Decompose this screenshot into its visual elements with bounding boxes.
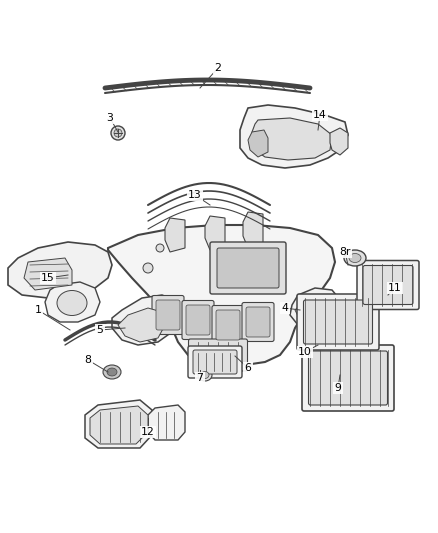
Text: 7: 7 <box>197 373 203 383</box>
Ellipse shape <box>143 263 153 273</box>
FancyBboxPatch shape <box>186 305 210 335</box>
Ellipse shape <box>57 290 87 316</box>
Text: 5: 5 <box>96 325 103 335</box>
Polygon shape <box>240 105 348 168</box>
FancyBboxPatch shape <box>363 265 413 304</box>
Text: 9: 9 <box>335 383 342 393</box>
Polygon shape <box>24 258 72 290</box>
Polygon shape <box>45 282 100 322</box>
FancyBboxPatch shape <box>188 346 242 378</box>
Polygon shape <box>248 130 268 157</box>
Text: 8: 8 <box>85 355 92 365</box>
FancyBboxPatch shape <box>357 261 419 310</box>
FancyBboxPatch shape <box>193 350 237 374</box>
Ellipse shape <box>201 372 209 378</box>
Text: 14: 14 <box>313 110 327 120</box>
Text: 8r: 8r <box>339 247 351 257</box>
FancyBboxPatch shape <box>217 248 279 288</box>
Text: 2: 2 <box>215 63 222 73</box>
Polygon shape <box>290 288 342 330</box>
Text: 12: 12 <box>141 427 155 437</box>
Ellipse shape <box>344 250 366 266</box>
FancyBboxPatch shape <box>156 300 180 330</box>
Polygon shape <box>330 128 348 155</box>
Ellipse shape <box>111 126 125 140</box>
Polygon shape <box>8 242 112 298</box>
Ellipse shape <box>198 369 212 381</box>
Polygon shape <box>295 295 332 325</box>
Ellipse shape <box>156 244 164 252</box>
Polygon shape <box>205 216 225 250</box>
FancyBboxPatch shape <box>242 303 274 342</box>
Text: 15: 15 <box>41 273 55 283</box>
FancyBboxPatch shape <box>210 242 286 294</box>
FancyBboxPatch shape <box>246 307 270 337</box>
FancyBboxPatch shape <box>304 300 372 344</box>
FancyBboxPatch shape <box>212 305 244 344</box>
FancyBboxPatch shape <box>188 339 247 371</box>
Polygon shape <box>112 295 178 345</box>
Polygon shape <box>118 308 165 342</box>
Text: 4: 4 <box>282 303 289 313</box>
Polygon shape <box>90 406 148 444</box>
Text: 11: 11 <box>388 283 402 293</box>
Polygon shape <box>85 400 152 448</box>
FancyBboxPatch shape <box>182 301 214 340</box>
Text: 1: 1 <box>35 305 42 315</box>
FancyBboxPatch shape <box>216 310 240 340</box>
FancyBboxPatch shape <box>308 351 388 405</box>
Text: 6: 6 <box>244 363 251 373</box>
Text: 10: 10 <box>298 347 312 357</box>
Polygon shape <box>148 405 185 440</box>
FancyBboxPatch shape <box>152 295 184 335</box>
Ellipse shape <box>114 129 122 137</box>
FancyBboxPatch shape <box>302 345 394 411</box>
Polygon shape <box>252 118 332 160</box>
Polygon shape <box>243 212 263 248</box>
Ellipse shape <box>107 368 117 376</box>
Text: 3: 3 <box>106 113 113 123</box>
FancyBboxPatch shape <box>297 294 379 350</box>
Text: 13: 13 <box>188 190 202 200</box>
Polygon shape <box>108 225 335 365</box>
Polygon shape <box>165 218 185 252</box>
Ellipse shape <box>349 254 361 262</box>
Ellipse shape <box>103 365 121 379</box>
